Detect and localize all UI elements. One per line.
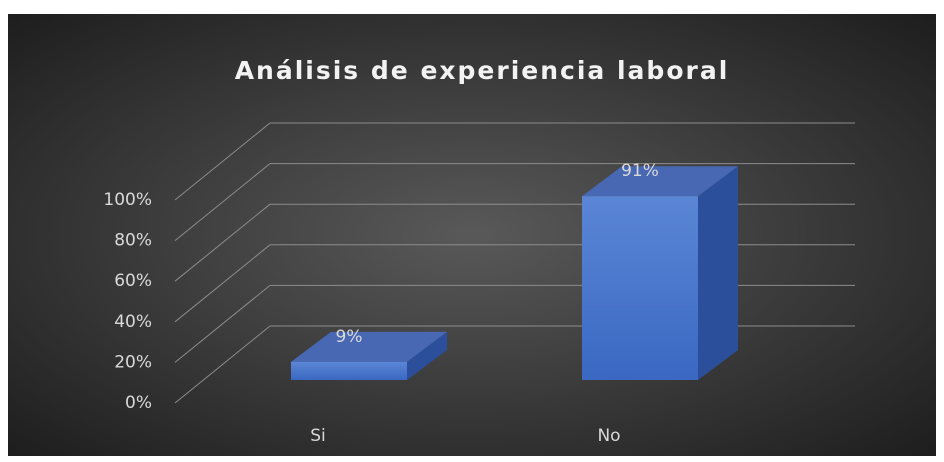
grid-line [174, 244, 271, 323]
grid-line [174, 163, 271, 241]
grid-line [174, 203, 271, 282]
x-tick-label: Si [310, 426, 326, 446]
y-tick-label: 20% [114, 352, 152, 372]
y-tick-label: 0% [125, 393, 152, 413]
bar-top [582, 166, 738, 197]
y-tick-label: 60% [114, 271, 152, 291]
x-tick-label: No [597, 426, 620, 446]
chart-title: Análisis de experiencia laboral [235, 56, 730, 85]
chart-background [8, 14, 936, 456]
bar-side [407, 331, 447, 380]
grid-line [174, 325, 271, 404]
y-tick-label: 80% [114, 231, 152, 251]
bar-side [698, 166, 738, 380]
bar [291, 361, 407, 380]
bar [582, 196, 698, 380]
data-label: 91% [621, 161, 659, 181]
y-tick-label: 100% [103, 190, 152, 210]
grid-line [174, 285, 271, 363]
bar-top [291, 331, 447, 362]
y-tick-label: 40% [114, 312, 152, 332]
data-label: 9% [336, 327, 363, 347]
grid-line [174, 122, 271, 201]
